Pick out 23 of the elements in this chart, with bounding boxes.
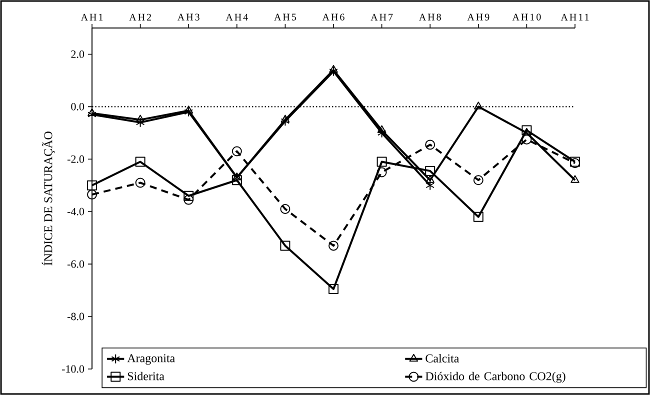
x-tick-label: AH10 xyxy=(512,14,541,20)
x-tick-label: AH5 xyxy=(274,14,296,20)
y-tick-label: -4.0 xyxy=(67,208,84,216)
x-tick-label: AH6 xyxy=(322,14,344,20)
legend-label: Calcita xyxy=(426,354,460,362)
y-tick-label: 2.0 xyxy=(71,50,84,58)
y-tick-label: 0.0 xyxy=(71,102,84,110)
x-tick-label: AH3 xyxy=(177,14,200,20)
y-tick-label: -10.0 xyxy=(62,365,84,373)
x-tick-label: AH8 xyxy=(418,14,441,20)
x-tick-label: AH7 xyxy=(370,14,393,20)
legend-label: Aragonita xyxy=(127,354,175,365)
x-tick-label: AH1 xyxy=(80,14,103,20)
x-tick-label: AH9 xyxy=(467,14,490,20)
y-tick-label: -2.0 xyxy=(67,155,84,163)
x-tick-label: AH2 xyxy=(129,14,151,20)
legend-label: Dióxido de Carbono CO2(g) xyxy=(426,372,566,383)
y-axis-title: ÍNDICE DE SATURAÇÃO xyxy=(42,132,55,266)
legend-label: Siderita xyxy=(128,372,164,380)
y-tick-label: -8.0 xyxy=(67,312,84,320)
y-tick-label: -6.0 xyxy=(67,260,84,268)
x-tick-label: AH11 xyxy=(560,14,589,20)
x-tick-label: AH4 xyxy=(226,14,248,20)
